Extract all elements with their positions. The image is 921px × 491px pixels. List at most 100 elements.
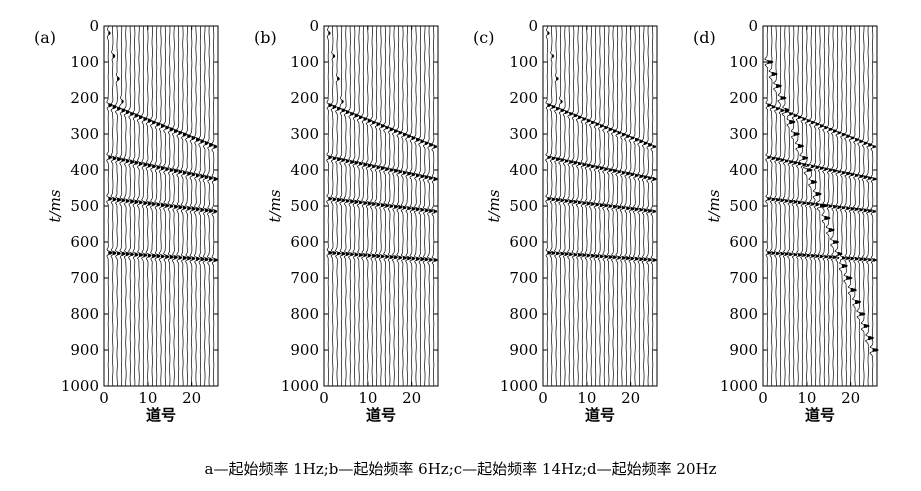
seismic-trace [637,25,644,387]
y-tick-label: 700 [290,269,319,287]
seismic-trace [812,25,822,387]
seismic-trace [558,25,565,387]
seismic-trace [641,25,649,387]
seismic-trace [838,25,848,387]
x-axis-label: 道号 [585,406,615,424]
y-tick-label: 0 [89,17,99,35]
seismic-trace [808,25,818,387]
x-axis-label: 道号 [805,406,835,424]
seismic-trace [431,26,438,387]
seismic-trace [334,25,342,387]
seismic-trace [619,25,627,387]
y-tick-label: 900 [509,341,538,359]
seismic-trace [865,25,875,387]
seismic-trace [422,25,430,387]
y-tick-label: 1000 [61,377,99,395]
seismic-trace [356,25,364,387]
seismic-trace [632,25,640,387]
x-axis-label: 道号 [146,406,176,424]
seismic-trace [352,25,359,387]
seismic-trace [326,25,333,387]
seismic-trace [189,25,196,387]
y-tick-label: 800 [290,305,319,323]
seismic-trace [343,25,350,387]
panel-label: (b) [254,28,277,47]
trace-group [545,25,657,387]
seismic-trace [207,25,214,387]
seismic-trace [348,25,355,387]
y-tick-label: 500 [290,197,319,215]
y-tick-label: 200 [70,89,99,107]
seismic-trace [202,25,210,387]
y-tick-label: 900 [729,341,758,359]
seismic-trace [798,25,809,387]
seismic-trace [580,25,587,387]
seismic-trace [554,25,561,387]
seismic-trace [136,25,144,387]
y-tick-label: 200 [290,89,319,107]
seismic-trace [790,25,801,387]
y-axis-label: t/ms [705,189,723,222]
seismic-trace [211,26,218,387]
panel-label: (a) [34,28,56,47]
seismic-trace [646,25,653,387]
seismic-trace [777,25,787,387]
y-tick-label: 900 [290,341,319,359]
seismic-trace [150,25,157,387]
y-tick-label: 100 [70,53,99,71]
trace-group [764,25,879,387]
seismic-trace [545,25,552,387]
y-tick-label: 300 [509,125,538,143]
panel-label: (d) [693,28,716,47]
y-tick-label: 100 [509,53,538,71]
y-tick-label: 700 [509,269,538,287]
y-tick-label: 600 [509,233,538,251]
seismic-trace [339,25,346,387]
x-tick-label: 0 [319,389,329,407]
x-tick-label: 20 [621,389,640,407]
x-tick-label: 10 [138,389,157,407]
y-tick-label: 400 [729,161,758,179]
y-tick-label: 600 [729,233,758,251]
seismic-trace [575,25,583,387]
y-tick-label: 0 [748,17,758,35]
y-axis-label: t/ms [485,189,503,222]
x-tick-label: 10 [797,389,816,407]
seismic-trace [330,25,337,387]
seismic-trace [847,25,857,387]
y-tick-label: 300 [729,125,758,143]
y-tick-label: 0 [309,17,319,35]
seismic-trace [409,25,416,387]
y-tick-label: 0 [528,17,538,35]
seismic-trace [571,25,578,387]
y-tick-label: 500 [729,197,758,215]
y-tick-label: 200 [509,89,538,107]
y-tick-label: 1000 [281,377,319,395]
seismic-trace [119,25,126,387]
seismic-trace [193,25,201,387]
y-tick-label: 800 [509,305,538,323]
seismic-trace [110,25,117,387]
seismic-trace [132,25,139,387]
seismic-trace [786,25,796,387]
trace-group [106,25,218,387]
x-tick-label: 0 [99,389,109,407]
y-axis-label: t/ms [46,189,64,222]
seismic-trace [405,25,412,387]
seismic-trace [856,25,866,387]
seismic-trace [365,26,372,387]
y-tick-label: 700 [729,269,758,287]
seismic-trace [145,26,152,387]
y-tick-label: 400 [509,161,538,179]
panel-label: (c) [473,28,494,47]
seismic-trace [141,25,148,387]
seismic-trace [414,25,421,387]
y-tick-label: 800 [70,305,99,323]
y-tick-label: 500 [70,197,99,215]
y-tick-label: 900 [70,341,99,359]
